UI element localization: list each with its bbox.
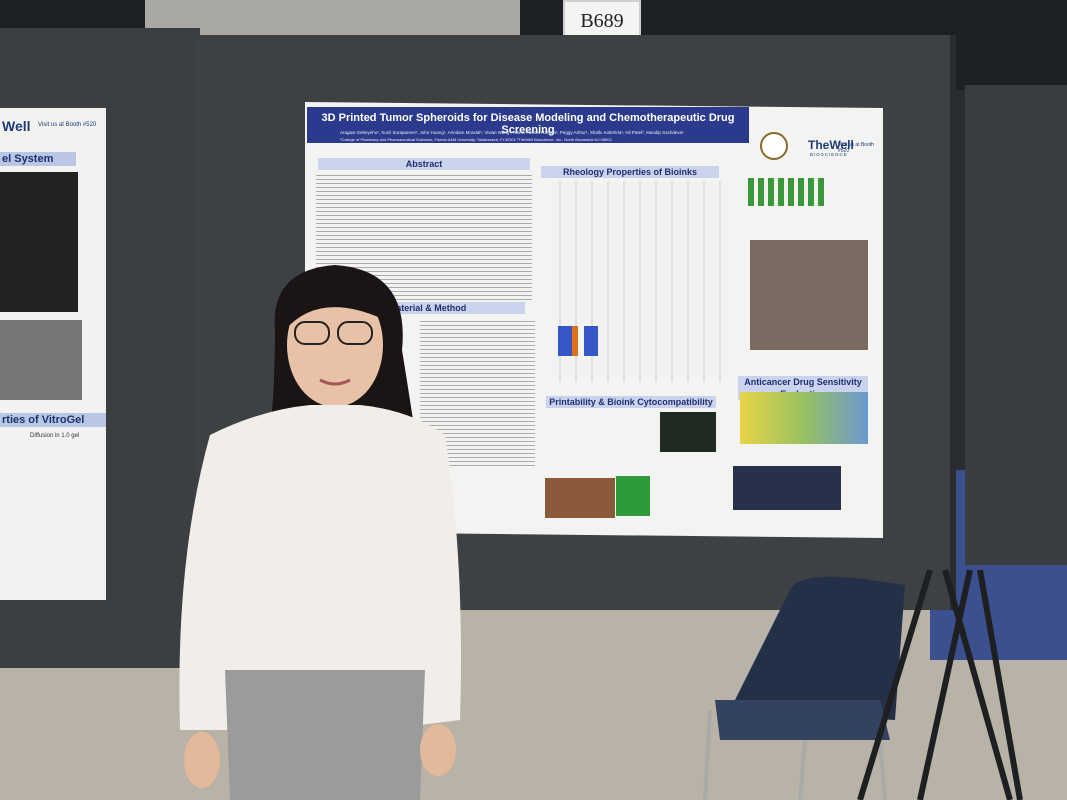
conclusion-box: [733, 466, 841, 510]
left-image-grid-2: [0, 320, 82, 400]
furniture: [703, 569, 1023, 800]
booth-note: Visit us at Booth #520: [838, 142, 875, 154]
glasses: [337, 321, 373, 345]
university-seal: [760, 132, 788, 160]
smile: [319, 378, 351, 386]
hair-fringe: [285, 278, 385, 330]
face: [287, 283, 383, 407]
easel-legs: [857, 569, 1023, 800]
drug-table: [740, 392, 868, 444]
logo-sub: BIOSCIENCE: [810, 152, 848, 157]
chart-bar: [558, 326, 572, 356]
hand: [184, 732, 220, 788]
logo: TheWell: [808, 138, 854, 152]
left-heading: rties of VitroGel: [2, 414, 85, 426]
print-image: [616, 476, 650, 516]
person: [179, 265, 461, 800]
booth-number: B689: [580, 10, 624, 32]
pants: [225, 670, 425, 800]
left-heading-bar: [0, 152, 76, 166]
chair-back: [730, 576, 905, 720]
left-booth-note: Visit us at Booth #520: [38, 122, 97, 128]
right-board: [965, 85, 1067, 565]
chart-bar: [584, 326, 598, 356]
chair-seat: [715, 700, 890, 740]
glasses: [294, 321, 330, 345]
section-header: Rheology Properties of Bioinks: [541, 166, 719, 178]
section-header: Printability & Bioink Cytocompatibility: [546, 396, 716, 408]
left-image-grid: [0, 172, 78, 312]
shirt: [179, 405, 461, 730]
chair-legs: [703, 709, 887, 800]
section-header: Abstract: [318, 158, 530, 170]
left-logo: Well: [2, 118, 31, 134]
left-caption: Diffusion in 1.0 gel: [30, 433, 80, 439]
cell-images: [750, 240, 868, 350]
cell-image: [660, 412, 716, 452]
green-bars: [748, 178, 828, 206]
chart-bar: [572, 326, 578, 356]
poster-title: 3D Printed Tumor Spheroids for Disease M…: [321, 112, 735, 136]
print-image: [545, 478, 615, 518]
left-heading-bar: [0, 413, 106, 427]
title-band: [307, 107, 749, 143]
hand: [420, 724, 456, 776]
poster-authors: Aragaw Gebeyehu¹, Sunil Surapaneni¹, Joh…: [340, 130, 684, 135]
left-heading: el System: [2, 153, 54, 165]
poster-affiliation: ¹College of Pharmacy and Pharmaceutical …: [340, 137, 612, 142]
